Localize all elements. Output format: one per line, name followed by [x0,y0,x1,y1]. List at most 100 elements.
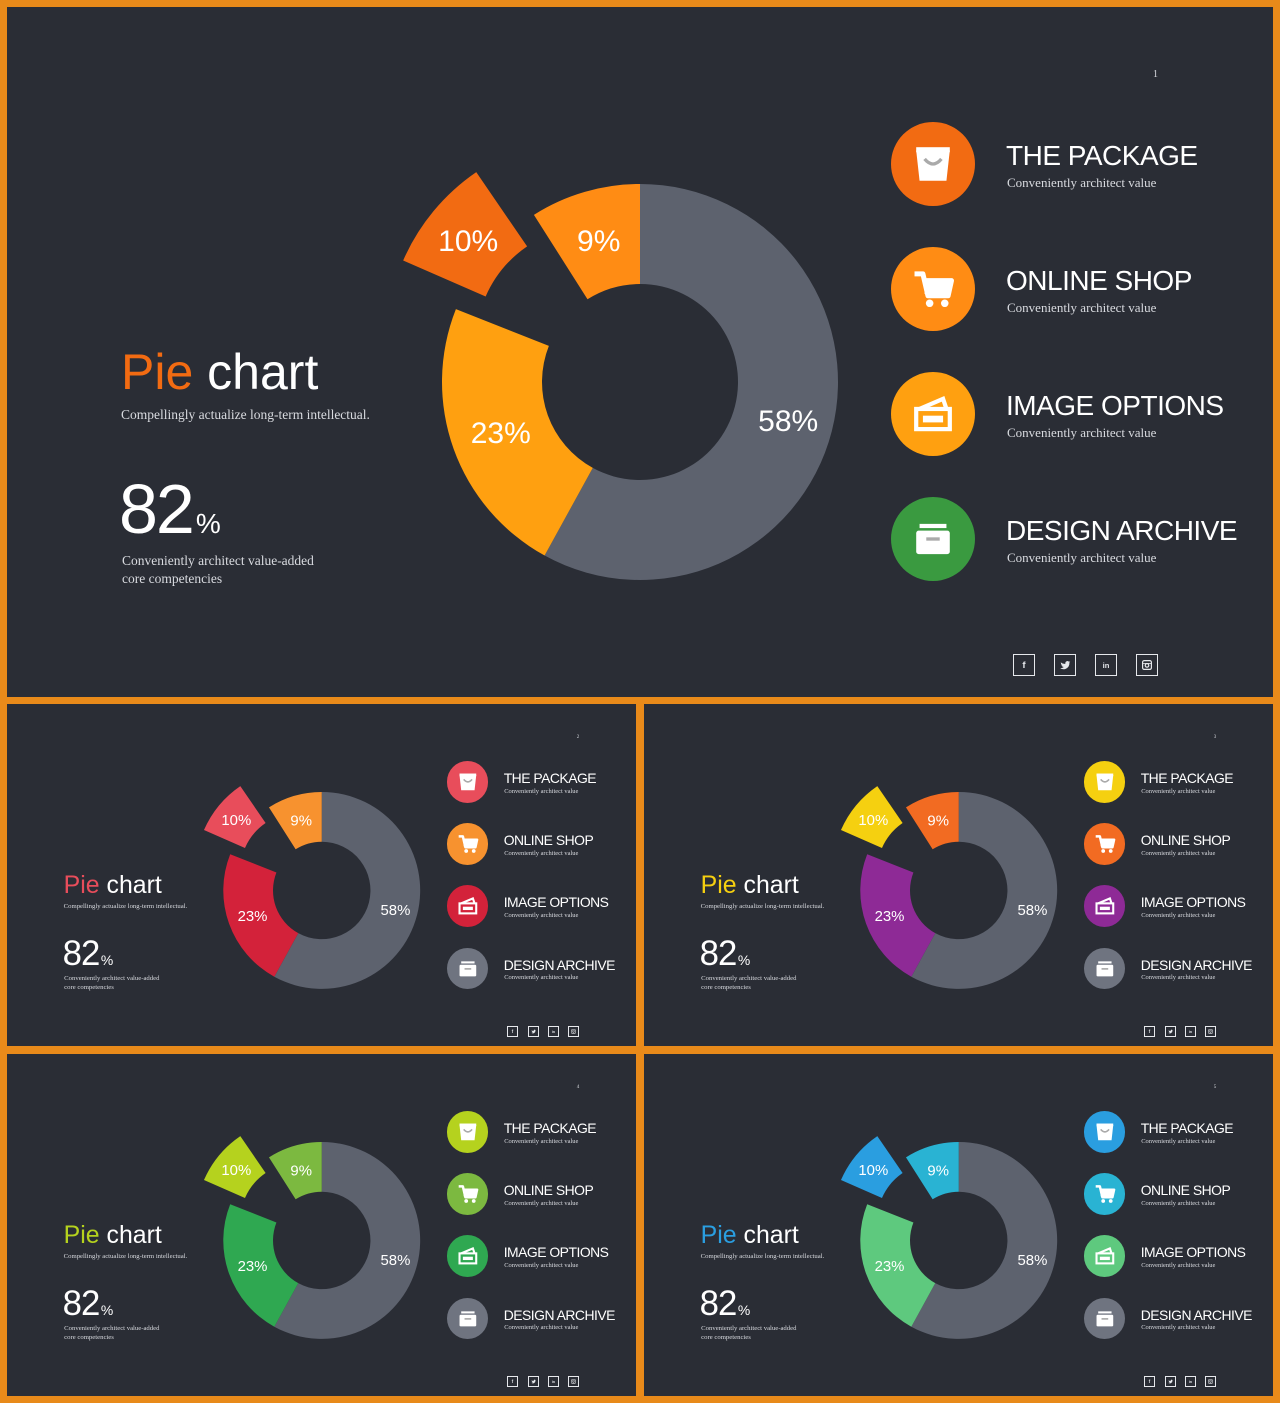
linkedin-icon: in [552,1380,555,1384]
slice-9-label: 9% [290,813,312,829]
slice-23 [441,309,593,556]
big-percentage-desc-line2: core competencies [701,984,751,992]
big-percentage: 82% [699,933,751,974]
big-percentage-value: 82 [699,1283,738,1323]
facebook-button[interactable]: f [1144,1375,1156,1387]
legend-3-label: IMAGE OPTIONS [503,894,609,911]
twitter-button[interactable] [1164,1375,1176,1387]
legend-3-desc: Conveniently architect value [1141,1261,1216,1269]
big-percentage-desc-line1: Conveniently architect value-added [64,1325,160,1333]
big-percentage-value: 82 [119,470,195,548]
legend-2-icon-circle [1083,823,1126,866]
image-icon [1094,1247,1114,1265]
slice-9-label: 9% [577,225,620,258]
big-percentage: 82% [119,469,221,549]
big-percentage: 82% [63,1284,114,1324]
legend-2-icon-circle [891,247,975,331]
big-percentage-value: 82 [699,933,738,973]
slice-58 [274,792,421,989]
legend-4-desc: Conveniently architect value [504,1323,579,1331]
twitter-button[interactable] [527,1025,539,1037]
chart-subtitle: Compellingly actualize long-term intelle… [121,407,370,422]
archive-icon [459,1310,476,1327]
slice-9 [268,792,322,850]
legend-3-label: IMAGE OPTIONS [1140,1244,1246,1261]
legend-3-desc: Conveniently architect value [504,1261,579,1269]
title-rest-word: chart [106,1221,162,1250]
legend-2-icon-circle [1083,1173,1126,1216]
legend-3-icon-circle [1083,885,1126,928]
linkedin-button[interactable]: in [547,1025,559,1037]
big-percentage: 82% [63,934,114,974]
twitter-button[interactable] [527,1375,539,1387]
donut-chart: 58% 23% 10% 9% [403,172,839,580]
facebook-icon: f [1022,660,1026,671]
twitter-button[interactable] [1164,1025,1176,1037]
linkedin-button[interactable]: in [1095,654,1117,676]
chart-subtitle: Compellingly actualize long-term intelle… [63,1252,188,1260]
big-percentage-desc-line1: Conveniently architect value-added [701,1325,797,1333]
legend-1-icon-circle [446,761,489,803]
instagram-button[interactable] [568,1025,580,1037]
legend-3-desc: Conveniently architect value [504,911,579,919]
legend-2-desc: Conveniently architect value [1141,1199,1216,1207]
legend-3-desc: Conveniently architect value [1007,425,1157,440]
slice-9-label: 9% [927,1163,949,1179]
page-number: 3 [1213,734,1217,740]
twitter-icon [1167,1379,1173,1384]
instagram-button[interactable] [1136,654,1158,676]
instagram-button[interactable] [568,1375,580,1387]
title-rest-word: chart [207,344,319,400]
legend-4-label: DESIGN ARCHIVE [1140,1306,1253,1323]
big-percentage-unit: % [737,1301,750,1318]
linkedin-button[interactable]: in [1184,1375,1196,1387]
image-icon [457,897,477,915]
facebook-button[interactable]: f [507,1025,519,1037]
facebook-button[interactable]: f [1144,1025,1156,1037]
big-percentage-desc-line1: Conveniently architect value-added [701,975,797,983]
legend-3-icon-circle [1083,1235,1126,1278]
legend-4-desc: Conveniently architect value [1007,550,1157,565]
image-icon [1094,897,1114,915]
facebook-icon: f [512,1029,514,1034]
linkedin-icon: in [1189,1380,1192,1384]
linkedin-button[interactable]: in [547,1375,559,1387]
big-percentage-unit: % [737,951,750,968]
donut-chart: 58% 23% 10% 9% [203,1136,421,1339]
image-icon [457,1247,477,1265]
legend-4-desc: Conveniently architect value [1141,1323,1216,1331]
slice-58-label: 58% [380,903,410,919]
instagram-icon [1208,1378,1214,1384]
legend-1-desc: Conveniently architect value [504,1137,579,1145]
cart-icon [1095,835,1115,854]
legend-2-icon-circle [446,823,489,866]
archive-icon [916,523,950,555]
legend-1-label: THE PACKAGE [503,1120,597,1137]
chart-title: Pie chart [121,343,318,401]
instagram-button[interactable] [1205,1025,1217,1037]
twitter-button[interactable] [1054,654,1076,676]
slice-9 [533,184,640,300]
archive-icon [1096,1310,1113,1327]
archive-icon [459,960,476,977]
svg-text:f: f [1149,1029,1151,1034]
legend-3-desc: Conveniently architect value [1141,911,1216,919]
instagram-button[interactable] [1205,1375,1217,1387]
linkedin-button[interactable]: in [1184,1025,1196,1037]
title-accent-word: Pie [700,871,737,900]
facebook-button[interactable]: f [1013,654,1035,676]
slide-4: 4 Pie chart Compellingly actualize long-te… [7,1054,636,1396]
svg-text:in: in [1103,661,1110,670]
bag-icon [916,147,950,181]
legend-4-icon-circle [446,947,489,990]
title-accent-word: Pie [63,871,100,900]
instagram-icon [1208,1028,1214,1034]
legend-4-icon-circle [1083,947,1126,990]
legend-2-label: ONLINE SHOP [1140,832,1231,849]
slice-23-label: 23% [875,1259,905,1275]
legend-1-label: THE PACKAGE [503,770,597,787]
slice-23 [223,1204,299,1327]
linkedin-icon: in [552,1030,555,1034]
facebook-button[interactable]: f [507,1375,519,1387]
slice-10 [840,786,903,848]
